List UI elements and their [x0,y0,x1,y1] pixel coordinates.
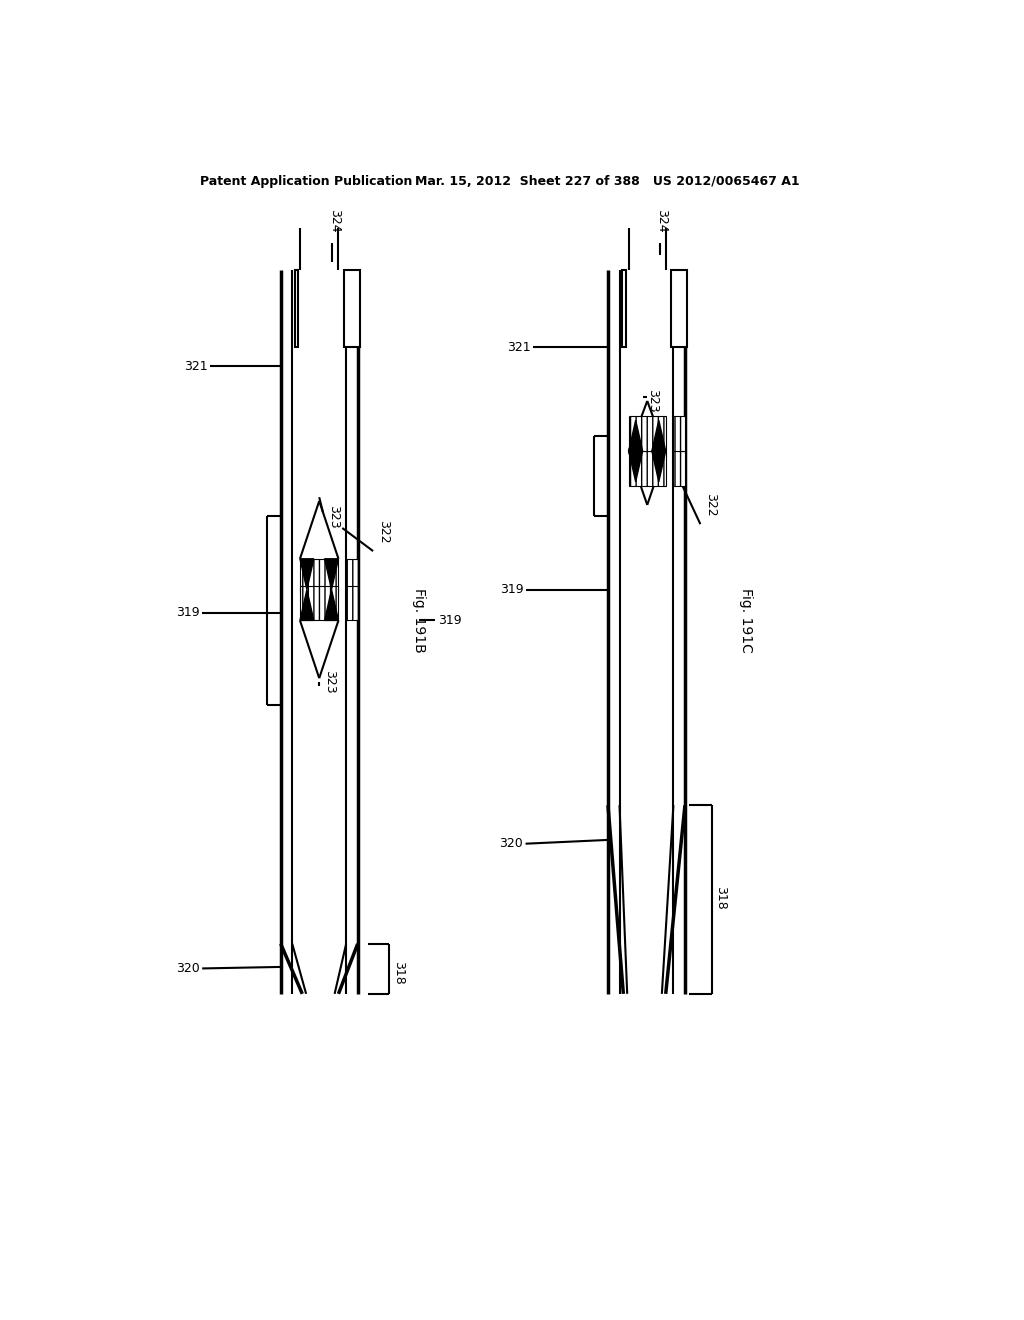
Text: 324: 324 [328,210,341,234]
Text: 320: 320 [500,837,523,850]
Text: 324: 324 [655,210,669,234]
Text: 322: 322 [377,520,390,544]
Bar [346,586,357,620]
Polygon shape [652,420,666,451]
Polygon shape [325,590,339,620]
Polygon shape [300,590,313,620]
Bar [344,271,360,347]
Text: 319: 319 [438,614,462,627]
Text: 319: 319 [500,583,523,597]
Polygon shape [325,558,339,590]
Polygon shape [629,451,643,482]
Text: 318: 318 [392,961,406,985]
Bar [295,271,298,347]
Text: Fig. 191B: Fig. 191B [412,587,426,653]
Bar [346,558,357,594]
Polygon shape [629,420,643,451]
Bar [622,271,627,347]
Bar [671,271,687,347]
Bar [629,416,666,451]
Text: Mar. 15, 2012  Sheet 227 of 388   US 2012/0065467 A1: Mar. 15, 2012 Sheet 227 of 388 US 2012/0… [416,176,800,187]
Text: 318: 318 [714,886,727,909]
Text: 320: 320 [176,962,200,975]
Text: Fig. 191C: Fig. 191C [739,587,753,653]
Bar [300,558,339,594]
Bar [674,416,685,451]
Text: Patent Application Publication: Patent Application Publication [200,176,413,187]
Text: 321: 321 [507,341,531,354]
Polygon shape [300,558,313,590]
Bar [674,451,685,486]
Text: 323: 323 [323,671,336,694]
Text: 319: 319 [176,606,200,619]
Text: 323: 323 [327,504,340,528]
Text: 322: 322 [705,494,717,516]
Text: 323: 323 [646,389,659,413]
Bar [629,451,666,486]
Bar [300,586,339,620]
Text: 321: 321 [184,360,208,372]
Polygon shape [652,451,666,482]
